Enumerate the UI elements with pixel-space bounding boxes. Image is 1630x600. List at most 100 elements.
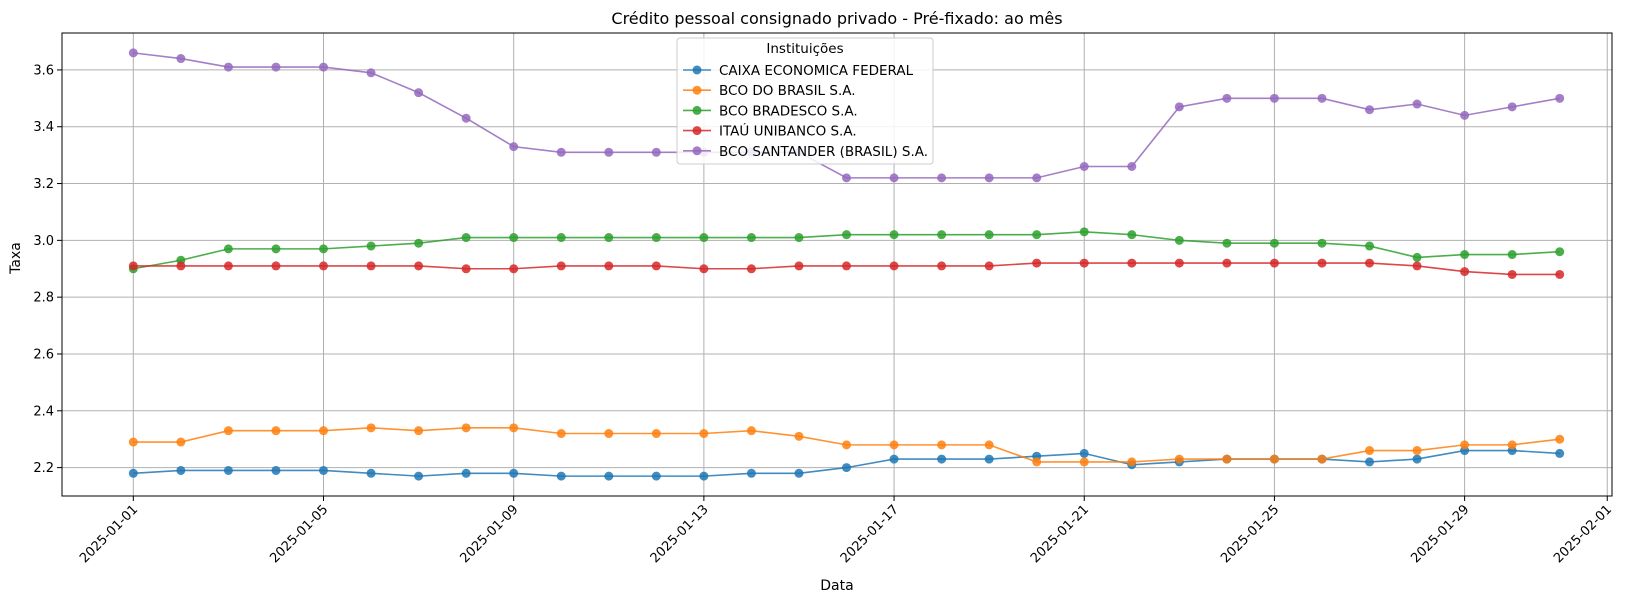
data-point (509, 233, 519, 243)
data-point (1412, 99, 1422, 109)
data-point (1079, 448, 1089, 458)
data-point (223, 426, 233, 436)
data-point (1412, 252, 1422, 262)
chart-title: Crédito pessoal consignado privado - Pré… (611, 9, 1062, 28)
y-tick-label: 2.8 (33, 291, 54, 306)
data-point (176, 437, 186, 447)
data-point (461, 233, 471, 243)
data-point (128, 261, 138, 271)
data-point (842, 173, 852, 183)
data-point (1032, 173, 1042, 183)
y-tick-label: 2.6 (33, 347, 54, 362)
data-point (937, 454, 947, 464)
data-point (509, 423, 519, 433)
data-point (128, 468, 138, 478)
data-point (1412, 454, 1422, 464)
data-point (366, 423, 376, 433)
data-point (1365, 241, 1375, 251)
data-point (651, 471, 661, 481)
data-point (1317, 454, 1327, 464)
y-axis-title: Taxa (8, 242, 24, 275)
data-point (699, 264, 709, 274)
legend-entry-label: CAIXA ECONOMICA FEDERAL (719, 63, 914, 79)
data-point (794, 261, 804, 271)
data-point (889, 261, 899, 271)
data-point (509, 468, 519, 478)
data-point (889, 454, 899, 464)
data-point (889, 173, 899, 183)
data-point (319, 62, 328, 72)
data-point (1079, 457, 1089, 467)
data-point (1365, 457, 1375, 467)
plot-area-frame (61, 32, 1613, 497)
data-point (1222, 238, 1232, 248)
data-point (1079, 258, 1089, 268)
data-point (604, 233, 614, 243)
data-point (1365, 105, 1375, 115)
data-point (1032, 258, 1042, 268)
legend: Instituições CAIXA ECONOMICA FEDERAL BCO D… (676, 37, 934, 165)
legend-title: Instituições (766, 41, 843, 57)
data-point (176, 261, 186, 271)
data-point (1412, 261, 1422, 271)
data-point (1365, 446, 1375, 456)
data-point (604, 429, 614, 439)
data-point (319, 465, 328, 475)
data-point (1555, 247, 1565, 257)
data-point (604, 471, 614, 481)
data-point (1174, 258, 1184, 268)
legend-swatch-marker (692, 126, 702, 136)
data-point (1222, 93, 1232, 103)
data-point (984, 261, 994, 271)
data-point (794, 468, 804, 478)
data-point (128, 48, 138, 58)
data-point (1460, 440, 1470, 450)
data-point (699, 233, 709, 243)
data-point (1507, 440, 1517, 450)
data-point (1460, 250, 1470, 260)
data-point (128, 437, 138, 447)
data-point (319, 244, 328, 254)
data-point (1317, 238, 1327, 248)
data-point (699, 471, 709, 481)
data-point (556, 471, 566, 481)
data-point (1032, 230, 1042, 240)
data-point (366, 468, 376, 478)
data-point (699, 429, 709, 439)
grid (62, 33, 1612, 496)
y-tick-label: 3.6 (33, 63, 54, 78)
data-point (937, 261, 947, 271)
data-point (1222, 258, 1232, 268)
data-point (842, 261, 852, 271)
data-point (223, 261, 233, 271)
data-point (1079, 162, 1089, 171)
data-point (984, 230, 994, 240)
data-point (1127, 457, 1137, 467)
data-point (414, 426, 424, 436)
data-point (414, 261, 424, 271)
data-point (271, 62, 281, 72)
data-point (319, 426, 328, 436)
data-point (509, 142, 519, 152)
data-point (556, 429, 566, 439)
data-point (461, 264, 471, 274)
y-tick-label: 3.4 (33, 120, 54, 135)
data-point (509, 264, 519, 274)
y-tick-label: 2.4 (33, 404, 54, 419)
data-point (1317, 93, 1327, 103)
data-point (414, 88, 424, 98)
data-point (1032, 457, 1042, 467)
data-point (889, 230, 899, 240)
y-tick-label: 3.0 (33, 234, 54, 249)
data-point (1555, 269, 1565, 279)
legend-box (676, 37, 934, 165)
data-point (1174, 235, 1184, 245)
data-point (223, 62, 233, 72)
data-point (1269, 238, 1279, 248)
data-point (1460, 267, 1470, 277)
data-point (319, 261, 328, 271)
data-point (556, 233, 566, 243)
data-point (842, 230, 852, 240)
data-point (651, 261, 661, 271)
legend-swatch-marker (692, 85, 702, 95)
